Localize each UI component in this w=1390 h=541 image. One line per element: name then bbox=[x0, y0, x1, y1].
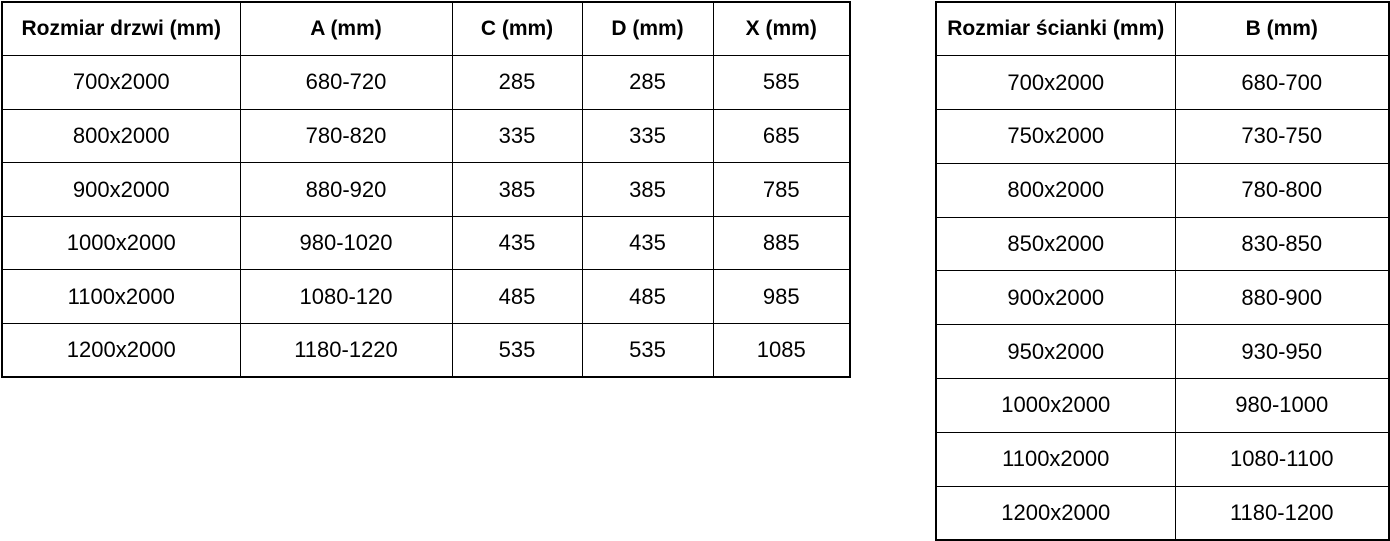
table-cell: 335 bbox=[581, 108, 714, 164]
table-cell: 900x2000 bbox=[1, 162, 241, 217]
table-row: 1100x2000 1080-1100 bbox=[935, 431, 1390, 487]
table-cell: 685 bbox=[712, 108, 851, 164]
table-cell: 1080-1100 bbox=[1174, 431, 1390, 487]
table-row: 700x2000 680-720 285 285 585 bbox=[1, 55, 851, 110]
table-cell: 1100x2000 bbox=[935, 431, 1176, 487]
table-cell: 385 bbox=[581, 162, 714, 217]
door-size-table: Rozmiar drzwi (mm) A (mm) C (mm) D (mm) … bbox=[1, 1, 851, 379]
table-cell: 880-900 bbox=[1174, 270, 1390, 326]
table-cell: 800x2000 bbox=[1, 108, 241, 164]
table-cell: 785 bbox=[712, 162, 851, 217]
column-header-rozmiar-drzwi: Rozmiar drzwi (mm) bbox=[1, 1, 241, 57]
table-cell: 780-820 bbox=[239, 108, 453, 164]
table-row: 1000x2000 980-1020 435 435 885 bbox=[1, 215, 851, 271]
table-cell: 535 bbox=[451, 323, 583, 378]
table-cell: 1000x2000 bbox=[935, 378, 1176, 433]
table-row: 1200x2000 1180-1220 535 535 1085 bbox=[1, 323, 851, 378]
table-cell: 1100x2000 bbox=[1, 269, 241, 325]
table-cell: 285 bbox=[451, 55, 583, 110]
column-header-b: B (mm) bbox=[1174, 1, 1390, 57]
table-cell: 335 bbox=[451, 108, 583, 164]
table-cell: 830-850 bbox=[1174, 216, 1390, 272]
table-row: 800x2000 780-800 bbox=[935, 162, 1390, 218]
table-cell: 1000x2000 bbox=[1, 215, 241, 271]
table-cell: 800x2000 bbox=[935, 162, 1176, 218]
table-cell: 700x2000 bbox=[1, 55, 241, 110]
table-cell: 900x2000 bbox=[935, 270, 1176, 326]
table-row: 900x2000 880-900 bbox=[935, 270, 1390, 326]
table-cell: 1080-120 bbox=[239, 269, 453, 325]
table-row: 800x2000 780-820 335 335 685 bbox=[1, 108, 851, 164]
header-row: Rozmiar ścianki (mm) B (mm) bbox=[935, 1, 1390, 57]
table-cell: 700x2000 bbox=[935, 55, 1176, 111]
table-row: 750x2000 730-750 bbox=[935, 109, 1390, 164]
table-cell: 750x2000 bbox=[935, 109, 1176, 164]
table-cell: 1180-1200 bbox=[1174, 485, 1390, 541]
table-cell: 535 bbox=[581, 323, 714, 378]
table-row: 700x2000 680-700 bbox=[935, 55, 1390, 111]
table-cell: 850x2000 bbox=[935, 216, 1176, 272]
table-row: 1100x2000 1080-120 485 485 985 bbox=[1, 269, 851, 325]
column-header-a: A (mm) bbox=[239, 1, 453, 57]
table-cell: 680-720 bbox=[239, 55, 453, 110]
table-cell: 980-1020 bbox=[239, 215, 453, 271]
table-cell: 1180-1220 bbox=[239, 323, 453, 378]
column-header-c: C (mm) bbox=[451, 1, 583, 57]
table-cell: 730-750 bbox=[1174, 109, 1390, 164]
table-cell: 485 bbox=[581, 269, 714, 325]
table-cell: 285 bbox=[581, 55, 714, 110]
column-header-x: X (mm) bbox=[712, 1, 851, 57]
column-header-rozmiar-scianki: Rozmiar ścianki (mm) bbox=[935, 1, 1176, 57]
column-header-d: D (mm) bbox=[581, 1, 714, 57]
table-cell: 1200x2000 bbox=[935, 485, 1176, 541]
table-cell: 980-1000 bbox=[1174, 378, 1390, 433]
table-row: 1200x2000 1180-1200 bbox=[935, 485, 1390, 541]
table-cell: 485 bbox=[451, 269, 583, 325]
table-cell: 985 bbox=[712, 269, 851, 325]
table-row: 1000x2000 980-1000 bbox=[935, 378, 1390, 433]
table-cell: 1200x2000 bbox=[1, 323, 241, 378]
table-cell: 780-800 bbox=[1174, 162, 1390, 218]
table-cell: 950x2000 bbox=[935, 324, 1176, 380]
table-row: 950x2000 930-950 bbox=[935, 324, 1390, 380]
header-row: Rozmiar drzwi (mm) A (mm) C (mm) D (mm) … bbox=[1, 1, 851, 57]
table-cell: 885 bbox=[712, 215, 851, 271]
table-cell: 435 bbox=[451, 215, 583, 271]
table-row: 900x2000 880-920 385 385 785 bbox=[1, 162, 851, 217]
wall-size-table: Rozmiar ścianki (mm) B (mm) 700x2000 680… bbox=[935, 1, 1390, 541]
table-cell: 930-950 bbox=[1174, 324, 1390, 380]
table-cell: 385 bbox=[451, 162, 583, 217]
table-cell: 585 bbox=[712, 55, 851, 110]
table-cell: 1085 bbox=[712, 323, 851, 378]
table-cell: 880-920 bbox=[239, 162, 453, 217]
table-cell: 435 bbox=[581, 215, 714, 271]
table-row: 850x2000 830-850 bbox=[935, 216, 1390, 272]
table-cell: 680-700 bbox=[1174, 55, 1390, 111]
